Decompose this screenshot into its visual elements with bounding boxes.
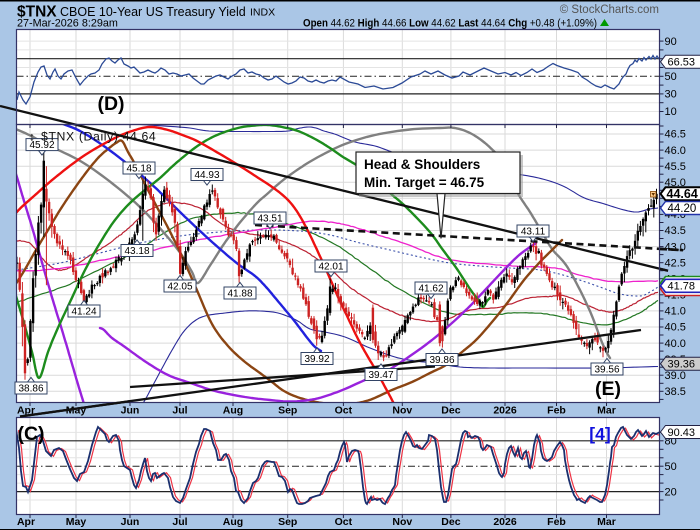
svg-text:(E): (E): [595, 378, 621, 400]
svg-text:2026: 2026: [493, 405, 517, 417]
svg-text:Jul: Jul: [172, 405, 187, 417]
svg-text:39.0: 39.0: [665, 370, 686, 382]
svg-text:Oct: Oct: [335, 516, 353, 528]
svg-text:Oct: Oct: [335, 405, 353, 417]
svg-text:41.0: 41.0: [665, 306, 686, 318]
svg-text:Feb: Feb: [547, 405, 566, 417]
svg-text:45.18: 45.18: [126, 163, 151, 174]
svg-text:INDX: INDX: [250, 7, 275, 19]
svg-text:66.53: 66.53: [668, 57, 696, 69]
svg-text:43.5: 43.5: [665, 225, 686, 237]
svg-text:Dec: Dec: [441, 405, 460, 417]
svg-text:Mar: Mar: [597, 405, 616, 417]
svg-text:Open 44.62 High 44.66 Low 44.6: Open 44.62 High 44.66 Low 44.62 Last 44.…: [303, 18, 597, 30]
svg-text:42.01: 42.01: [318, 261, 343, 272]
svg-text:44.20: 44.20: [668, 203, 697, 215]
svg-text:Head & Shoulders: Head & Shoulders: [364, 157, 480, 172]
svg-text:(D): (D): [97, 93, 124, 115]
svg-text:41.62: 41.62: [418, 283, 443, 294]
svg-text:[4]: [4]: [589, 424, 610, 444]
svg-text:27-Mar-2026 8:29am: 27-Mar-2026 8:29am: [17, 18, 118, 30]
svg-text:Jul: Jul: [172, 516, 187, 528]
svg-text:45.5: 45.5: [665, 161, 686, 173]
svg-text:42.5: 42.5: [665, 257, 686, 269]
svg-text:50: 50: [665, 71, 677, 83]
svg-text:CBOE 10-Year US Treasury Yield: CBOE 10-Year US Treasury Yield: [60, 5, 246, 19]
svg-text:Mar: Mar: [597, 516, 616, 528]
svg-text:43.11: 43.11: [521, 226, 546, 237]
svg-text:Nov: Nov: [392, 516, 412, 528]
svg-text:Feb: Feb: [547, 516, 566, 528]
svg-text:38.5: 38.5: [665, 386, 686, 398]
svg-text:$TNX: $TNX: [17, 4, 57, 21]
svg-text:10: 10: [665, 106, 677, 118]
svg-text:45.0: 45.0: [665, 177, 686, 189]
svg-text:40.0: 40.0: [665, 338, 686, 350]
svg-text:Apr: Apr: [17, 516, 35, 528]
svg-text:41.24: 41.24: [71, 306, 96, 317]
svg-text:30: 30: [665, 89, 677, 101]
svg-text:45.92: 45.92: [29, 140, 54, 151]
svg-text:Aug: Aug: [223, 516, 243, 528]
svg-text:90: 90: [665, 36, 677, 48]
svg-text:39.36: 39.36: [668, 358, 696, 370]
svg-text:42.05: 42.05: [167, 281, 192, 292]
svg-text:43.18: 43.18: [124, 246, 149, 257]
svg-text:Jun: Jun: [121, 405, 140, 417]
svg-text:$TNX (Daily) 44.64: $TNX (Daily) 44.64: [41, 130, 156, 144]
svg-text:Sep: Sep: [278, 516, 297, 528]
svg-text:39.86: 39.86: [429, 355, 454, 366]
svg-text:2026: 2026: [493, 516, 517, 528]
svg-text:Jun: Jun: [121, 516, 140, 528]
svg-text:Aug: Aug: [223, 405, 243, 417]
svg-text:Min. Target = 46.75: Min. Target = 46.75: [364, 175, 485, 190]
svg-text:39.56: 39.56: [594, 364, 619, 375]
svg-text:(C): (C): [17, 423, 44, 445]
svg-text:Apr: Apr: [17, 405, 35, 417]
svg-text:90.43: 90.43: [668, 427, 696, 439]
svg-text:40.5: 40.5: [665, 322, 686, 334]
svg-text:↕: ↕: [29, 130, 35, 144]
svg-text:20: 20: [665, 486, 677, 498]
svg-text:Sep: Sep: [278, 405, 297, 417]
svg-text:38.86: 38.86: [18, 383, 43, 394]
svg-text:41.88: 41.88: [227, 288, 252, 299]
svg-text:50: 50: [665, 461, 677, 473]
svg-text:39.92: 39.92: [304, 354, 329, 365]
svg-text:© StockCharts.com: © StockCharts.com: [560, 4, 659, 16]
svg-text:44.64: 44.64: [667, 187, 698, 201]
svg-text:Dec: Dec: [441, 516, 460, 528]
svg-text:44.93: 44.93: [194, 170, 219, 181]
svg-text:May: May: [66, 516, 87, 528]
svg-text:Nov: Nov: [392, 405, 412, 417]
svg-text:41.78: 41.78: [668, 281, 696, 293]
svg-text:46.0: 46.0: [665, 145, 686, 157]
svg-text:43.0: 43.0: [665, 241, 686, 253]
svg-text:46.5: 46.5: [665, 129, 686, 141]
svg-text:43.51: 43.51: [257, 213, 282, 224]
svg-text:39.47: 39.47: [368, 370, 393, 381]
